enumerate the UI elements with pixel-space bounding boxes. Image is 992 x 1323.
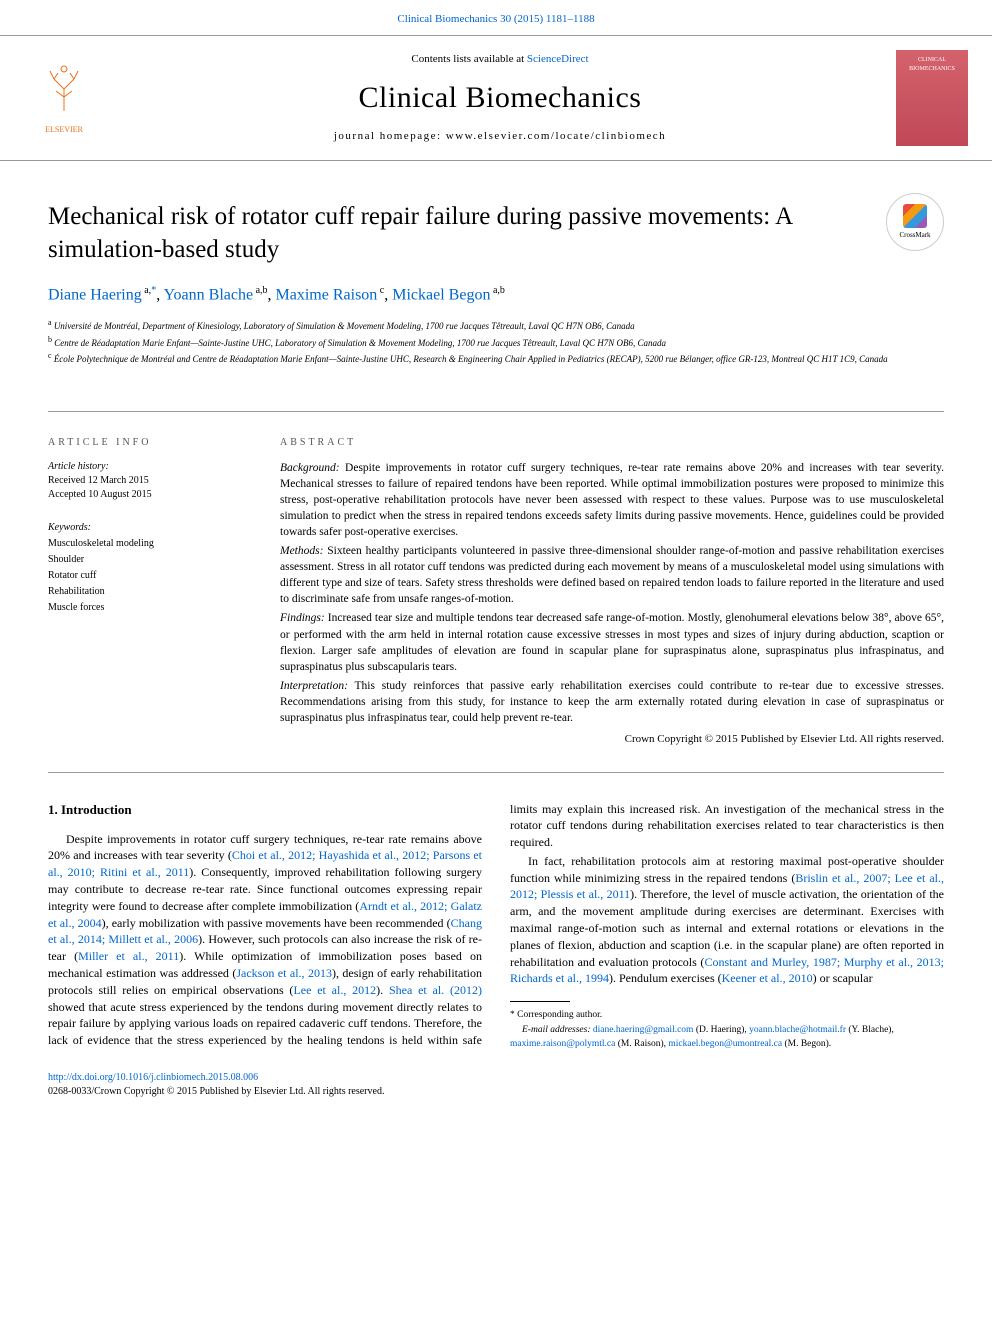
page-footer: http://dx.doi.org/10.1016/j.clinbiomech.… <box>0 1061 992 1119</box>
journal-name: Clinical Biomechanics <box>104 77 896 119</box>
corresponding-author: * Corresponding author. <box>510 1008 944 1022</box>
intro-para-2: In fact, rehabilitation protocols aim at… <box>510 853 944 987</box>
citation-link[interactable]: Jackson et al., 2013 <box>236 966 332 980</box>
citation-link[interactable]: Shea et al. (2012) <box>389 983 482 997</box>
email-link[interactable]: diane.haering@gmail.com <box>593 1025 694 1035</box>
article-header: CrossMark Mechanical risk of rotator cuf… <box>0 161 992 400</box>
journal-cover-thumbnail: CLINICAL BIOMECHANICS <box>896 50 968 146</box>
article-title: Mechanical risk of rotator cuff repair f… <box>48 201 944 266</box>
abstract-label: abstract <box>280 436 944 450</box>
crossmark-badge[interactable]: CrossMark <box>886 193 944 251</box>
author-link[interactable]: Maxime Raison <box>276 287 378 304</box>
contents-line: Contents lists available at ScienceDirec… <box>104 52 896 67</box>
elsevier-logo: ELSEVIER <box>24 53 104 143</box>
body-text: 1. Introduction Despite improvements in … <box>0 783 992 1062</box>
abstract-column: abstract Background: Despite improvement… <box>280 436 944 748</box>
top-journal-link: Clinical Biomechanics 30 (2015) 1181–118… <box>0 0 992 35</box>
author-link[interactable]: Diane Haering <box>48 287 142 304</box>
abstract-copyright: Crown Copyright © 2015 Published by Else… <box>280 732 944 747</box>
journal-ref-link[interactable]: Clinical Biomechanics 30 (2015) 1181–118… <box>397 13 594 25</box>
publisher-name: ELSEVIER <box>45 124 83 135</box>
crossmark-icon <box>903 204 927 228</box>
corr-link[interactable]: * <box>151 285 156 296</box>
keywords-block: Keywords: Musculoskeletal modeling Shoul… <box>48 520 248 616</box>
email-link[interactable]: mickael.begon@umontreal.ca <box>668 1039 782 1049</box>
email-link[interactable]: yoann.blache@hotmail.fr <box>749 1025 846 1035</box>
email-addresses: E-mail addresses: diane.haering@gmail.co… <box>510 1023 944 1052</box>
author-link[interactable]: Mickael Begon <box>392 287 490 304</box>
article-info-label: article info <box>48 436 248 450</box>
citation-link[interactable]: Keener et al., 2010 <box>722 971 813 985</box>
email-link[interactable]: maxime.raison@polymtl.ca <box>510 1039 615 1049</box>
homepage-line: journal homepage: www.elsevier.com/locat… <box>104 129 896 144</box>
author-link[interactable]: Yoann Blache <box>164 287 253 304</box>
article-history: Article history: Received 12 March 2015 … <box>48 460 248 502</box>
sciencedirect-link[interactable]: ScienceDirect <box>527 53 589 65</box>
intro-heading: 1. Introduction <box>48 801 482 819</box>
footnote-separator <box>510 1001 570 1002</box>
authors-list: Diane Haering a,*, Yoann Blache a,b, Max… <box>48 284 944 307</box>
citation-link[interactable]: Miller et al., 2011 <box>78 949 179 963</box>
divider <box>48 411 944 412</box>
affiliations: a Université de Montréal, Department of … <box>48 317 944 367</box>
issn-copyright: 0268-0033/Crown Copyright © 2015 Publish… <box>48 1085 944 1099</box>
footnotes: * Corresponding author. E-mail addresses… <box>510 1008 944 1051</box>
elsevier-tree-icon <box>36 61 92 124</box>
citation-link[interactable]: Lee et al., 2012 <box>293 983 376 997</box>
doi-link[interactable]: http://dx.doi.org/10.1016/j.clinbiomech.… <box>48 1072 258 1083</box>
meta-abstract-row: article info Article history: Received 1… <box>0 422 992 762</box>
article-info-column: article info Article history: Received 1… <box>48 436 248 748</box>
divider <box>48 772 944 773</box>
header-center: Contents lists available at ScienceDirec… <box>104 52 896 145</box>
journal-header: ELSEVIER Contents lists available at Sci… <box>0 35 992 161</box>
